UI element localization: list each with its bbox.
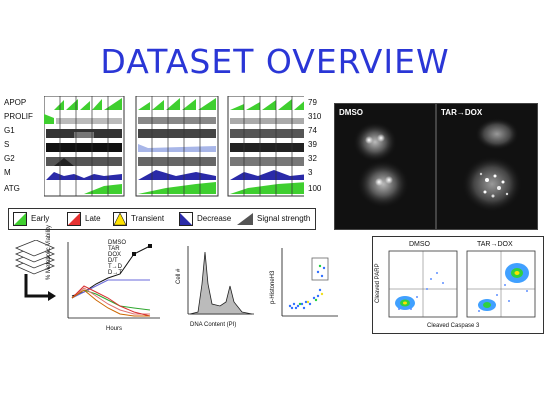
row-label-g2: G2 xyxy=(4,154,15,163)
cellcycle-histogram: Cell # DNA Content (PI) xyxy=(176,244,256,334)
legend-dox: DOX xyxy=(108,252,122,258)
legend-t-to-d: T→D xyxy=(108,264,122,270)
legend-decrease: Decrease xyxy=(197,214,232,223)
heatmap-row-values: 79 310 74 39 32 3 100 xyxy=(308,98,332,198)
heatmap-panel-1 xyxy=(44,96,125,197)
legend-late: Late xyxy=(85,214,101,223)
plate-stack-icon xyxy=(14,240,56,301)
micrograph-tar-dox-cells xyxy=(462,118,522,212)
flow-panel: DMSO TAR→DOX Cleaved PARP Cleaved Caspas… xyxy=(372,236,544,334)
row-label-m: M xyxy=(4,168,11,177)
histogram-xlabel: DNA Content (PI) xyxy=(190,322,237,328)
viability-plot xyxy=(67,242,160,319)
micrograph-dmso-label: DMSO xyxy=(339,108,363,117)
early-icon xyxy=(13,212,27,226)
heatmap-row-labels: APOP PROLIF G1 S G2 M ATG xyxy=(4,98,44,198)
signal-strength-icon xyxy=(237,213,253,225)
late-icon xyxy=(67,212,81,226)
histone-plot xyxy=(281,248,338,317)
heatmap-legend: Early Late Transient Decrease Signal str… xyxy=(8,208,316,230)
row-value-g2: 32 xyxy=(308,154,317,163)
viability-chart: % Metabolic Viability Hours DMSO TAR DOX… xyxy=(46,225,164,336)
row-label-apop: APOP xyxy=(4,98,27,107)
row-value-m: 3 xyxy=(308,168,313,177)
row-value-s: 39 xyxy=(308,140,317,149)
viability-legend: DMSO TAR DOX D/T T→D D→T xyxy=(108,240,126,276)
flow-xlabel: Cleaved Caspase 3 xyxy=(427,323,480,329)
legend-dmso: DMSO xyxy=(108,240,126,246)
flow-ylabel: Cleaved PARP xyxy=(375,263,381,303)
micrograph-dmso-cells xyxy=(353,122,409,208)
row-label-s: S xyxy=(4,140,10,149)
signal-heatmap xyxy=(44,96,304,197)
row-label-atg: ATG xyxy=(4,184,20,193)
flow-left-label: DMSO xyxy=(409,241,430,248)
row-label-prolif: PROLIF xyxy=(4,112,33,121)
micrograph-dmso: DMSO xyxy=(334,103,436,230)
row-label-g1: G1 xyxy=(4,126,15,135)
viability-ylabel: % Metabolic Viability xyxy=(46,225,52,280)
flow-scatter xyxy=(388,250,536,318)
legend-transient: Transient xyxy=(131,214,165,223)
histogram-ylabel: Cell # xyxy=(176,268,182,284)
flow-right-label: TAR→DOX xyxy=(477,241,513,248)
heatmap-panel-2 xyxy=(135,96,219,197)
micrograph-tar-dox: TAR→DOX xyxy=(436,103,538,230)
legend-early: Early xyxy=(31,214,50,223)
histone-ylabel: p-HistoneH3 xyxy=(270,270,276,304)
transient-icon xyxy=(113,212,127,226)
legend-signal-strength: Signal strength xyxy=(257,214,311,223)
histogram-plot xyxy=(187,246,254,315)
viability-xlabel: Hours xyxy=(106,326,123,332)
legend-d-to-t: D→T xyxy=(108,270,122,276)
legend-tar: TAR xyxy=(108,246,120,252)
histone-dotplot: p-HistoneH3 xyxy=(270,246,340,322)
heatmap-panel-3 xyxy=(227,96,304,197)
page-title: DATASET OVERVIEW xyxy=(100,42,450,81)
decrease-icon xyxy=(179,212,193,226)
legend-dt: D/T xyxy=(108,258,118,264)
row-value-prolif: 310 xyxy=(308,112,322,121)
row-value-atg: 100 xyxy=(308,184,322,193)
micrograph-tar-dox-label: TAR→DOX xyxy=(441,108,483,117)
row-value-apop: 79 xyxy=(308,98,317,107)
row-value-g1: 74 xyxy=(308,126,317,135)
